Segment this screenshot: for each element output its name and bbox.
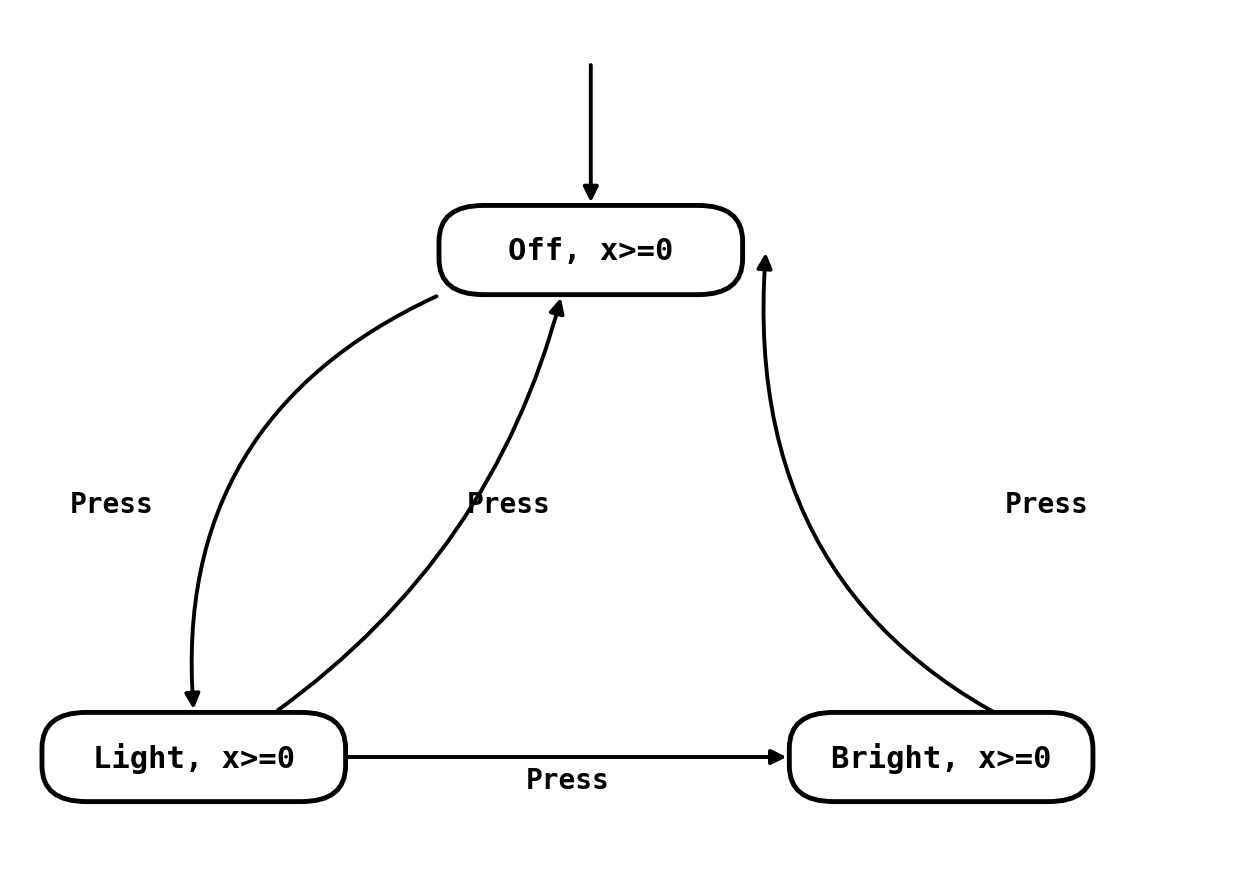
Text: Light, x>=0: Light, x>=0: [93, 742, 295, 773]
FancyArrowPatch shape: [348, 751, 782, 763]
Text: Press: Press: [71, 490, 154, 518]
FancyArrowPatch shape: [759, 258, 1090, 757]
FancyArrowPatch shape: [186, 297, 436, 705]
FancyBboxPatch shape: [790, 712, 1092, 802]
FancyBboxPatch shape: [439, 206, 743, 295]
FancyArrowPatch shape: [278, 303, 563, 711]
Text: Bright, x>=0: Bright, x>=0: [831, 742, 1052, 773]
FancyBboxPatch shape: [42, 712, 346, 802]
Text: Press: Press: [526, 766, 609, 795]
Text: Off, x>=0: Off, x>=0: [508, 237, 673, 265]
Text: Press: Press: [467, 490, 551, 518]
Text: Press: Press: [1004, 490, 1087, 518]
